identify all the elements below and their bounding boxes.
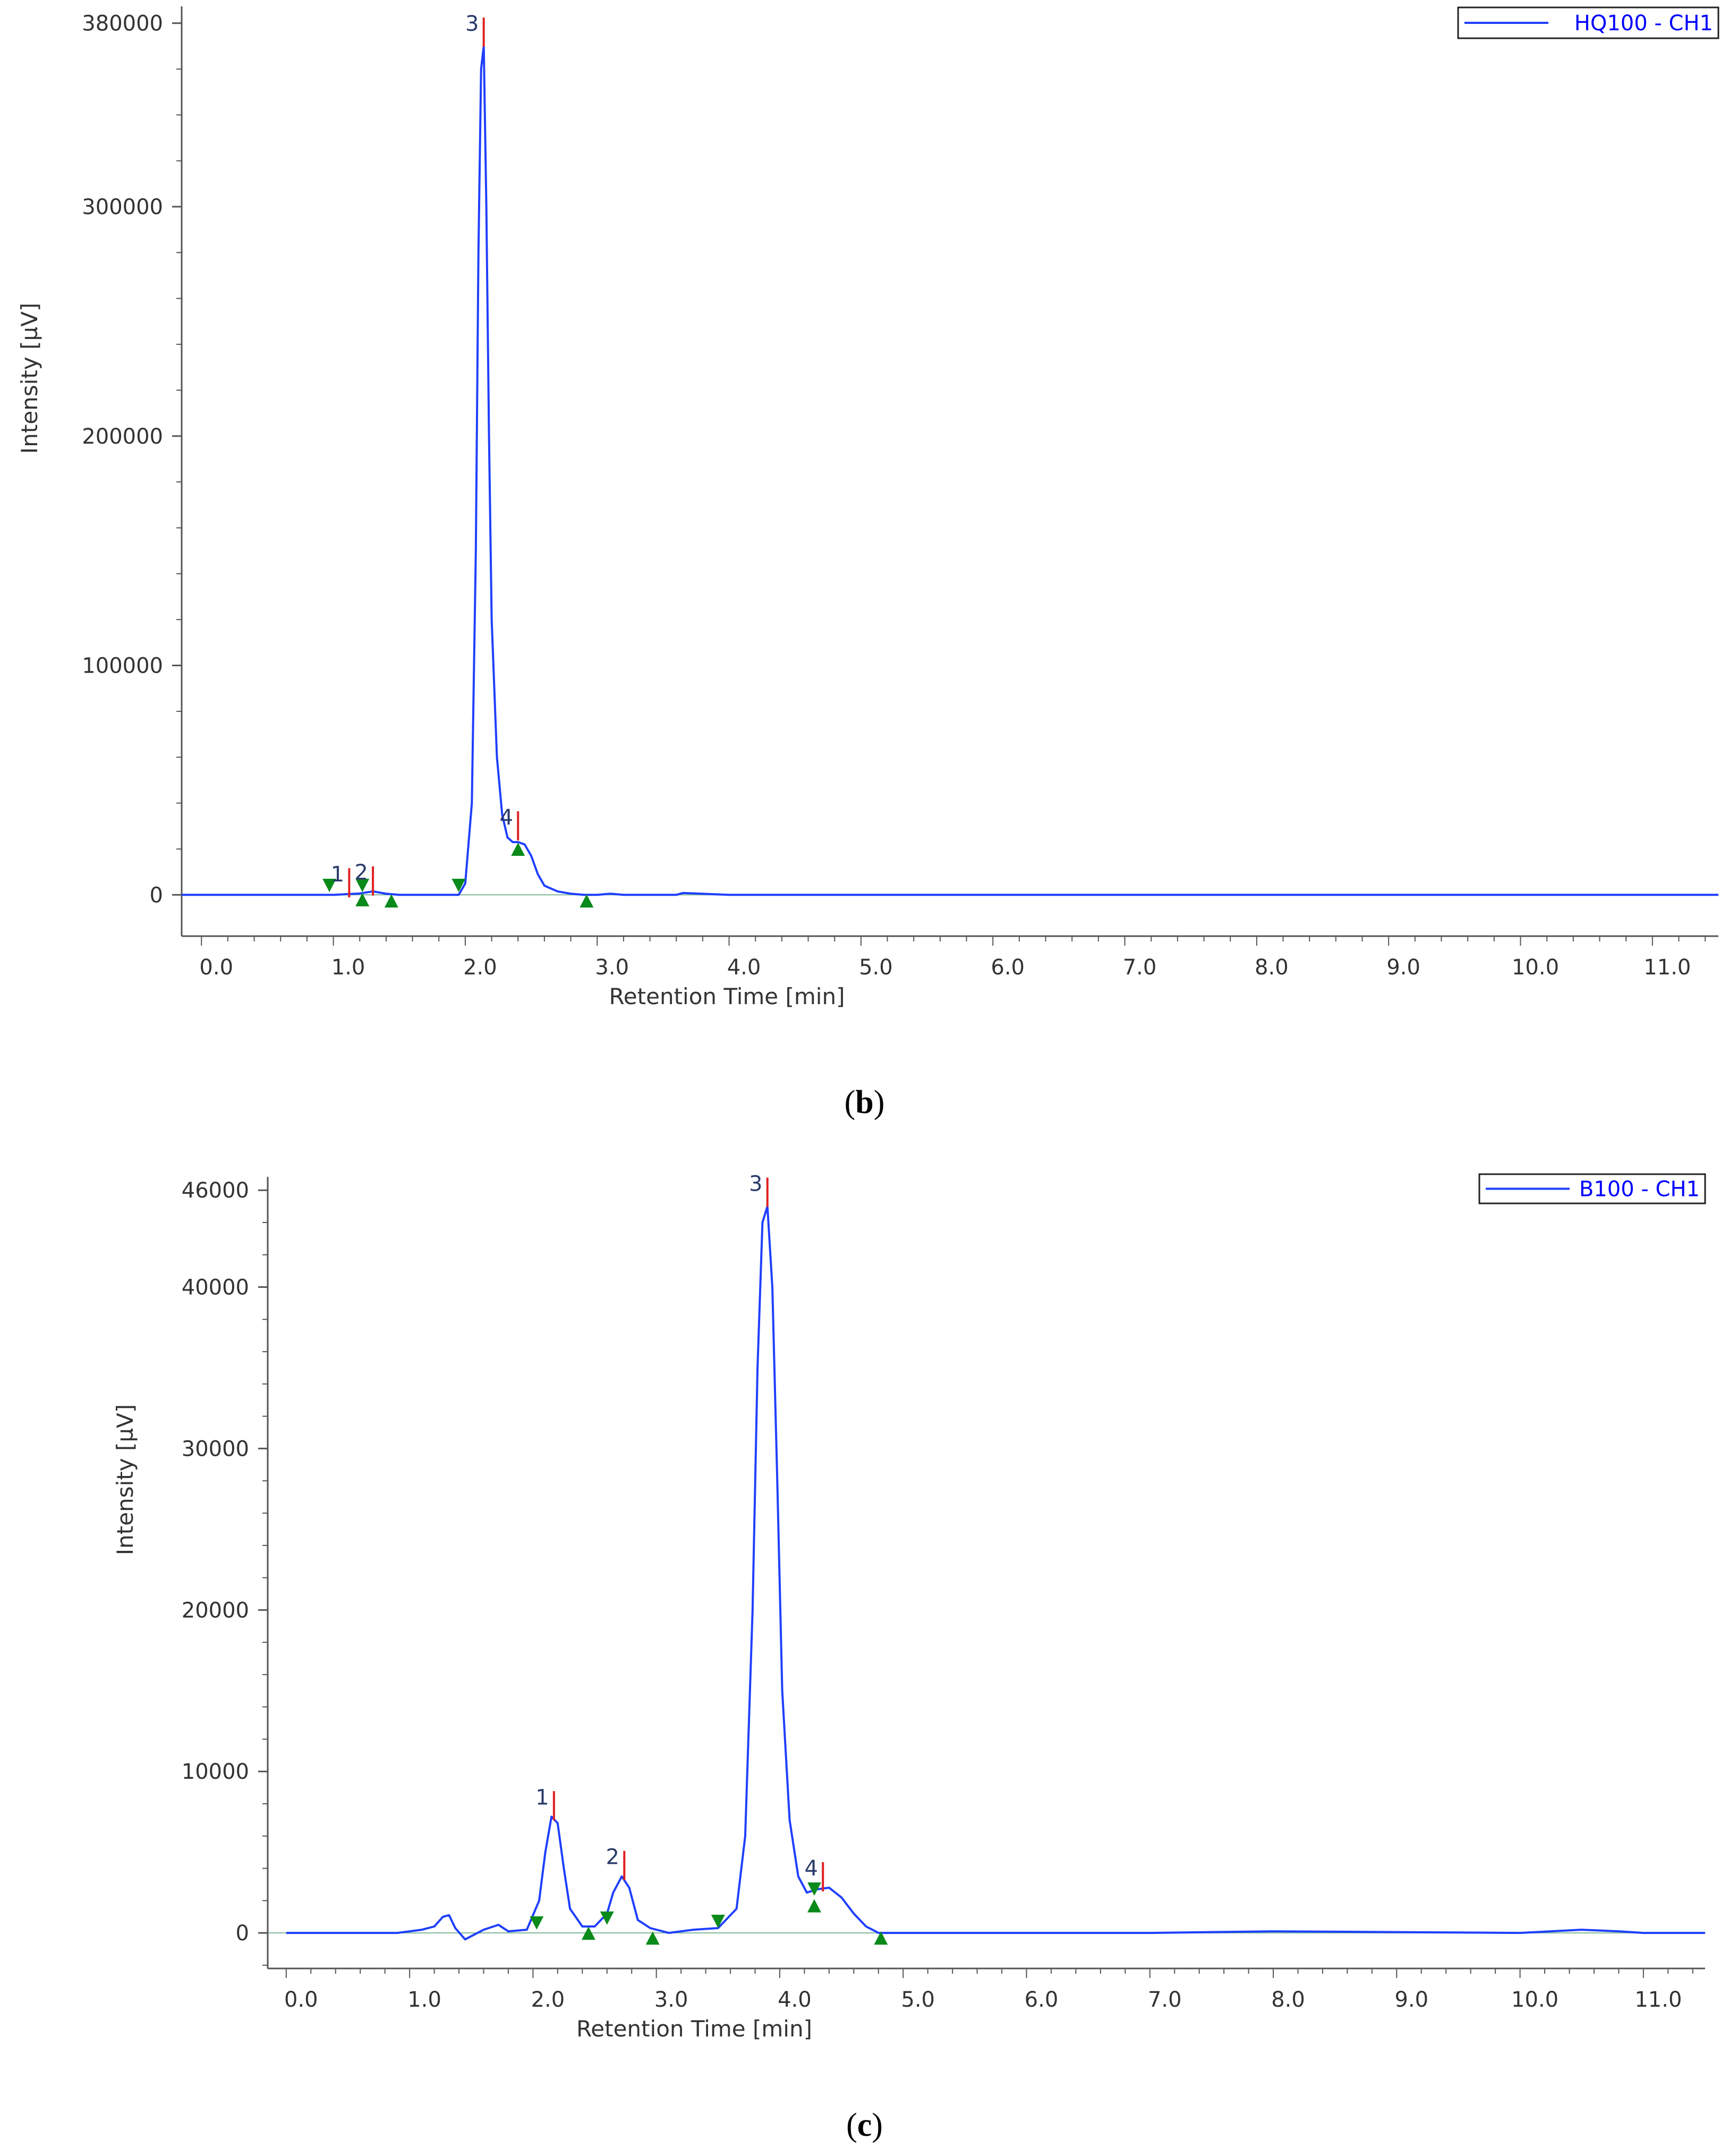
y-tick-label: 40000	[182, 1276, 249, 1300]
integration-marker	[807, 1882, 821, 1896]
x-tick-label: 6.0	[991, 955, 1025, 980]
y-axis-title: Intensity [µV]	[112, 1404, 138, 1555]
integration-marker	[530, 1916, 544, 1930]
x-tick-label: 2.0	[531, 1988, 565, 2012]
integration-marker	[355, 893, 370, 906]
peak-label: 1	[535, 1785, 549, 1810]
y-tick-label: 20000	[182, 1598, 249, 1623]
series-line	[286, 1205, 1705, 1941]
x-tick-label: 5.0	[901, 1988, 935, 2012]
x-axis-title: Retention Time [min]	[576, 2016, 812, 2042]
integration-marker	[355, 879, 370, 893]
y-tick-label: 100000	[82, 654, 163, 678]
x-tick-label: 2.0	[463, 955, 497, 980]
y-axis-title: Intensity [µV]	[16, 303, 42, 454]
peak-label: 4	[500, 805, 513, 830]
series-line	[182, 45, 1718, 896]
x-tick-label: 10.0	[1511, 1988, 1558, 2012]
y-tick-label: 380000	[82, 12, 163, 36]
integration-marker	[384, 894, 398, 908]
x-tick-label: 1.0	[407, 1988, 441, 2012]
peak-label: 1	[331, 862, 344, 887]
integration-marker	[807, 1899, 821, 1913]
x-tick-label: 6.0	[1025, 1988, 1059, 2012]
integration-marker	[874, 1931, 888, 1945]
caption-c-letter: c	[857, 2107, 872, 2143]
x-tick-label: 0.0	[199, 955, 233, 980]
x-tick-label: 10.0	[1512, 955, 1559, 980]
x-tick-label: 11.0	[1634, 1988, 1682, 2012]
x-tick-label: 8.0	[1255, 955, 1289, 980]
legend-label: B100 - CH1	[1579, 1177, 1700, 1202]
peak-label: 3	[749, 1172, 762, 1196]
x-tick-label: 9.0	[1395, 1988, 1429, 2012]
x-tick-label: 7.0	[1123, 955, 1157, 980]
x-axis-title: Retention Time [min]	[609, 983, 845, 1009]
y-tick-label: 0	[236, 1921, 249, 1946]
x-tick-label: 1.0	[331, 955, 365, 980]
y-tick-label: 46000	[182, 1178, 249, 1203]
y-tick-label: 200000	[82, 425, 163, 449]
integration-marker	[600, 1911, 614, 1925]
x-tick-label: 4.0	[778, 1988, 812, 2012]
x-tick-label: 8.0	[1271, 1988, 1305, 2012]
integration-marker	[322, 879, 337, 893]
x-tick-label: 11.0	[1643, 955, 1691, 980]
x-tick-label: 7.0	[1148, 1988, 1182, 2012]
caption-b-letter: b	[855, 1084, 874, 1121]
y-tick-label: 30000	[182, 1437, 249, 1461]
chromatogram-c: 0.0 1.0 2.0 3.0 4.0 5.0 6.0 7.0 8.0 9.0 10.0 11.0 0 1…	[112, 1172, 1706, 2042]
chromatogram-b: 0.0 1.0 2.0 3.0 4.0 5.0 6.0 7.0 8.0 9.0 10.0 11.0 0 1…	[16, 6, 1719, 1009]
x-tick-label: 0.0	[284, 1988, 318, 2012]
legend-label: HQ100 - CH1	[1574, 11, 1713, 36]
integration-marker	[711, 1914, 725, 1928]
peak-label: 2	[354, 861, 368, 885]
y-tick-label: 300000	[82, 195, 163, 219]
caption-c: (c)	[846, 2107, 883, 2143]
x-tick-label: 4.0	[727, 955, 761, 980]
x-tick-label: 3.0	[654, 1988, 688, 2012]
peak-label: 2	[606, 1845, 619, 1870]
integration-marker	[511, 842, 525, 856]
y-tick-label: 0	[150, 883, 163, 907]
x-tick-label: 3.0	[595, 955, 629, 980]
peak-label: 4	[805, 1856, 818, 1881]
integration-marker	[645, 1931, 660, 1945]
integration-marker	[581, 1926, 595, 1940]
integration-marker	[452, 879, 466, 893]
x-tick-label: 5.0	[859, 955, 893, 980]
x-tick-label: 9.0	[1386, 955, 1420, 980]
integration-marker	[580, 894, 594, 908]
y-tick-label: 10000	[182, 1760, 249, 1784]
caption-b: (b)	[844, 1084, 885, 1121]
peak-label: 3	[465, 12, 479, 36]
